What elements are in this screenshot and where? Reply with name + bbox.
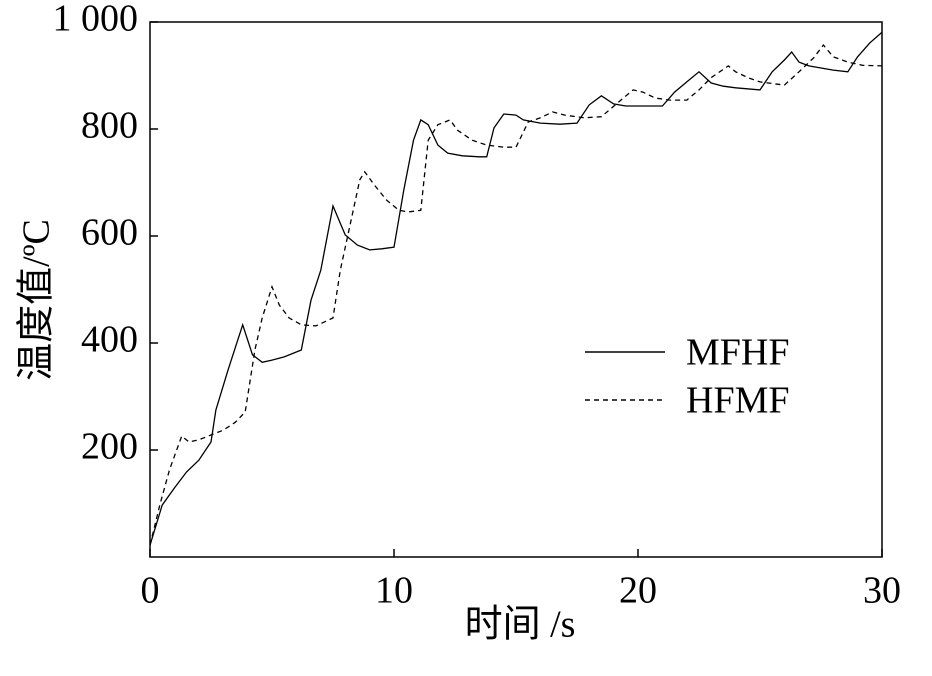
y-tick-label: 800 [81,105,138,147]
plot-frame [149,21,883,558]
y-tick-label: 200 [81,426,138,468]
x-axis-label: 时间 /s [465,604,576,646]
y-tick-label: 600 [81,212,138,254]
line-series [149,31,883,546]
x-tick-label: 20 [619,570,657,612]
legend-label: HFMF [686,380,790,422]
x-tick-label: 30 [863,570,901,612]
x-tick-label: 10 [375,570,413,612]
line-series [149,43,883,546]
x-tick-label: 0 [141,570,160,612]
y-axis-label: 温度值/ºC [16,219,58,381]
y-tick-label: 1 000 [53,0,139,40]
y-tick-label: 400 [81,319,138,361]
legend-label: MFHF [686,332,790,374]
